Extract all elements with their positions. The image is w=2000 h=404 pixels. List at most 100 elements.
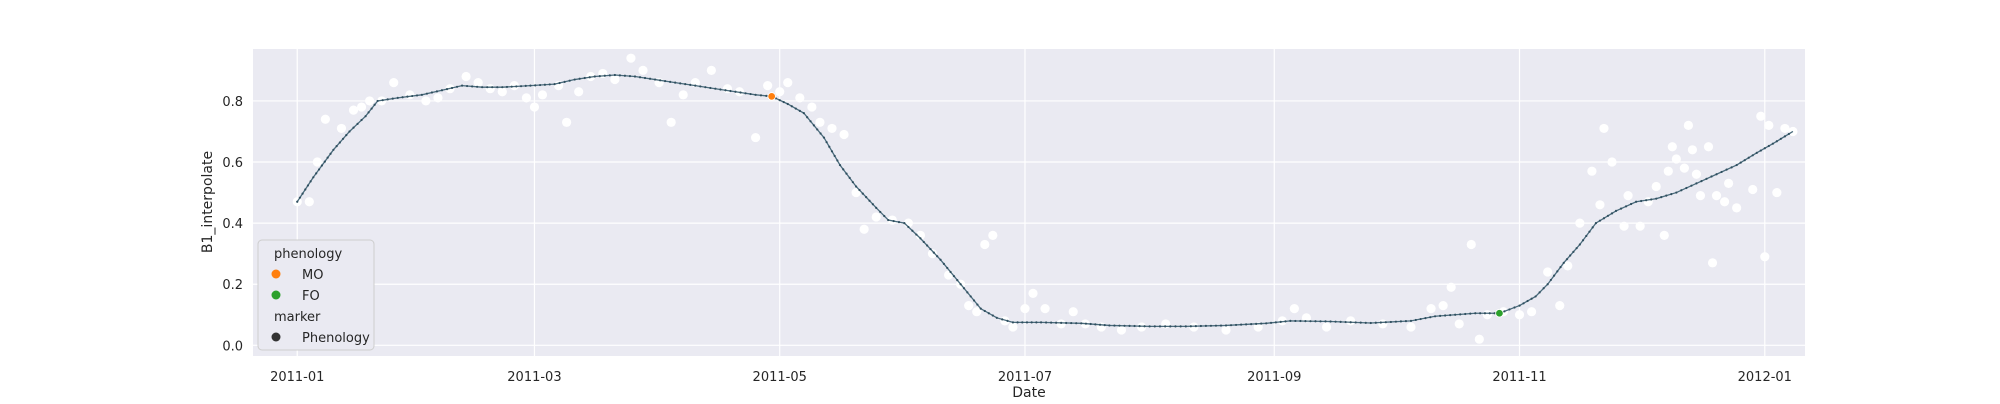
interpolation-dot <box>1602 217 1606 220</box>
raw-point <box>485 84 495 94</box>
raw-point <box>1756 111 1766 121</box>
interpolation-dot <box>1670 192 1673 196</box>
interpolation-dot <box>1070 321 1073 325</box>
interpolation-dot <box>323 160 326 163</box>
interpolation-dot <box>1050 321 1053 324</box>
interpolation-dot <box>828 145 831 148</box>
raw-point <box>1659 230 1669 240</box>
interpolation-dot <box>669 80 672 83</box>
interpolation-dot <box>1103 323 1106 327</box>
raw-point <box>887 215 897 225</box>
interpolation-dot <box>588 76 591 79</box>
interpolation-dot <box>411 94 414 98</box>
interpolation-dot <box>1065 321 1068 325</box>
interpolation-dot <box>1364 321 1367 324</box>
interpolation-dot <box>1549 278 1552 282</box>
interpolation-dot <box>903 222 906 225</box>
interpolation-dot <box>1725 168 1728 171</box>
interpolation-dot <box>1374 321 1377 324</box>
raw-point <box>1683 120 1693 130</box>
legend-label-phenology: Phenology <box>302 331 370 346</box>
raw-point <box>1555 300 1565 311</box>
interpolation-dot <box>1700 180 1703 183</box>
interpolation-dot <box>1624 205 1628 208</box>
interpolation-dot <box>420 93 423 96</box>
interpolation-dot <box>1138 325 1141 328</box>
interpolation-dot <box>1581 239 1585 242</box>
interpolation-dot <box>1449 314 1452 317</box>
interpolation-dot <box>979 307 982 310</box>
interpolation-dot <box>309 180 312 183</box>
raw-point <box>529 102 540 112</box>
interpolation-dot <box>548 83 551 86</box>
interpolation-dot <box>845 172 848 175</box>
interpolation-dot <box>491 86 494 89</box>
interpolation-dot <box>1025 321 1029 324</box>
interpolation-dot <box>1339 320 1342 323</box>
interpolation-dot <box>939 258 942 261</box>
raw-point <box>1116 325 1127 335</box>
interpolation-dot <box>794 107 797 110</box>
interpolation-dot <box>320 164 324 167</box>
interpolation-dot <box>538 83 542 87</box>
interpolation-dot <box>510 85 513 88</box>
interpolation-dot <box>1695 182 1698 185</box>
interpolation-dot <box>341 137 345 140</box>
interpolation-dot <box>1743 159 1746 162</box>
interpolation-dot <box>1006 319 1009 322</box>
raw-point <box>1454 319 1464 329</box>
interpolation-dot <box>699 85 702 88</box>
interpolation-dot <box>782 100 785 104</box>
interpolation-dot <box>709 86 712 90</box>
raw-point <box>1595 200 1605 210</box>
interpolation-dot <box>1118 324 1121 327</box>
interpolation-dot <box>628 75 632 78</box>
interpolation-dot <box>1680 189 1683 192</box>
interpolation-dot <box>754 93 757 96</box>
raw-point <box>320 114 330 124</box>
raw-point <box>927 249 938 259</box>
raw-point <box>1619 221 1629 231</box>
interpolation-dot <box>1158 325 1162 328</box>
raw-point <box>537 90 548 100</box>
interpolation-dot <box>1720 170 1723 174</box>
interpolation-dot <box>1299 319 1302 323</box>
interpolation-dot <box>1309 320 1312 323</box>
interpolation-dot <box>345 134 348 137</box>
raw-point <box>1008 322 1018 332</box>
interpolation-dot <box>306 184 310 187</box>
interpolation-dot <box>1209 324 1213 327</box>
interpolation-dot <box>1274 321 1277 324</box>
fo-point <box>1495 309 1504 318</box>
interpolation-dot <box>593 75 596 78</box>
interpolation-dot <box>1389 320 1392 324</box>
interpolation-dot <box>386 98 389 101</box>
y-tick-label: 0.4 <box>222 217 243 232</box>
interpolation-dot <box>694 84 697 87</box>
raw-point <box>1378 319 1388 329</box>
interpolation-dot <box>1439 314 1442 318</box>
raw-point <box>1587 166 1597 176</box>
raw-point <box>1687 145 1698 155</box>
raw-point <box>638 65 648 75</box>
interpolation-dot <box>689 83 692 86</box>
interpolation-dot <box>653 78 657 81</box>
interpolation-dot <box>919 237 922 240</box>
plot-background <box>253 49 1805 356</box>
interpolation-dot <box>1522 302 1525 305</box>
interpolation-dot <box>1710 175 1713 178</box>
interpolation-dot <box>401 96 404 99</box>
raw-point <box>783 78 793 88</box>
interpolation-dot <box>929 247 932 251</box>
interpolation-dot <box>1128 324 1131 328</box>
interpolation-dot <box>1199 324 1202 328</box>
raw-point <box>827 123 837 134</box>
interpolation-dot <box>1675 191 1678 194</box>
interpolation-dot <box>312 176 315 179</box>
interpolation-dot <box>633 75 637 78</box>
interpolation-dot <box>558 81 561 85</box>
raw-point <box>1691 169 1702 179</box>
interpolation-dot <box>1444 314 1447 317</box>
interpolation-dot <box>812 124 815 127</box>
interpolation-dot <box>1324 320 1327 323</box>
